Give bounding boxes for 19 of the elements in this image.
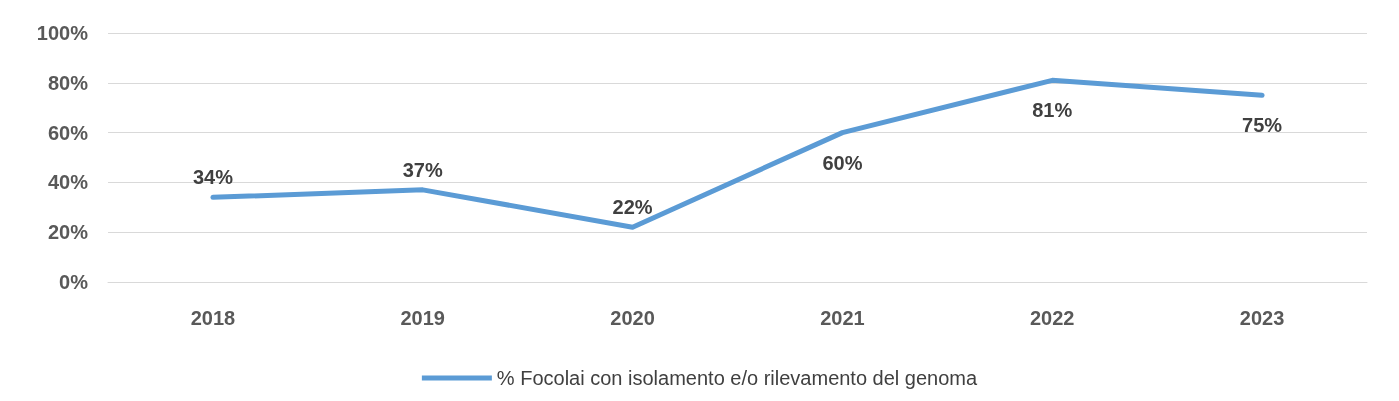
data-label: 34% — [192, 166, 234, 189]
y-tick-label: 20% — [47, 221, 89, 244]
data-label: 75% — [1242, 114, 1283, 137]
x-tick-label: 2020 — [610, 307, 655, 329]
y-tick-label: 40% — [47, 171, 89, 194]
y-tick-label: 0% — [59, 271, 89, 293]
x-tick-label: 2023 — [1239, 307, 1285, 329]
y-tick-label: 80% — [47, 71, 89, 94]
data-label: 37% — [402, 158, 443, 181]
data-label: 60% — [822, 151, 863, 174]
x-tick-label: 2021 — [820, 307, 865, 329]
legend-label: % Focolai con isolamento e/o rilevamento del genoma — [496, 367, 979, 389]
data-label: 81% — [1032, 99, 1073, 122]
x-tick-label: 2022 — [1030, 307, 1075, 329]
y-tick-label: 100% — [36, 22, 89, 44]
x-tick-label: 2018 — [190, 307, 236, 329]
data-label: 22% — [612, 196, 653, 219]
y-tick-label: 60% — [47, 121, 89, 144]
x-tick-label: 2019 — [400, 307, 445, 329]
